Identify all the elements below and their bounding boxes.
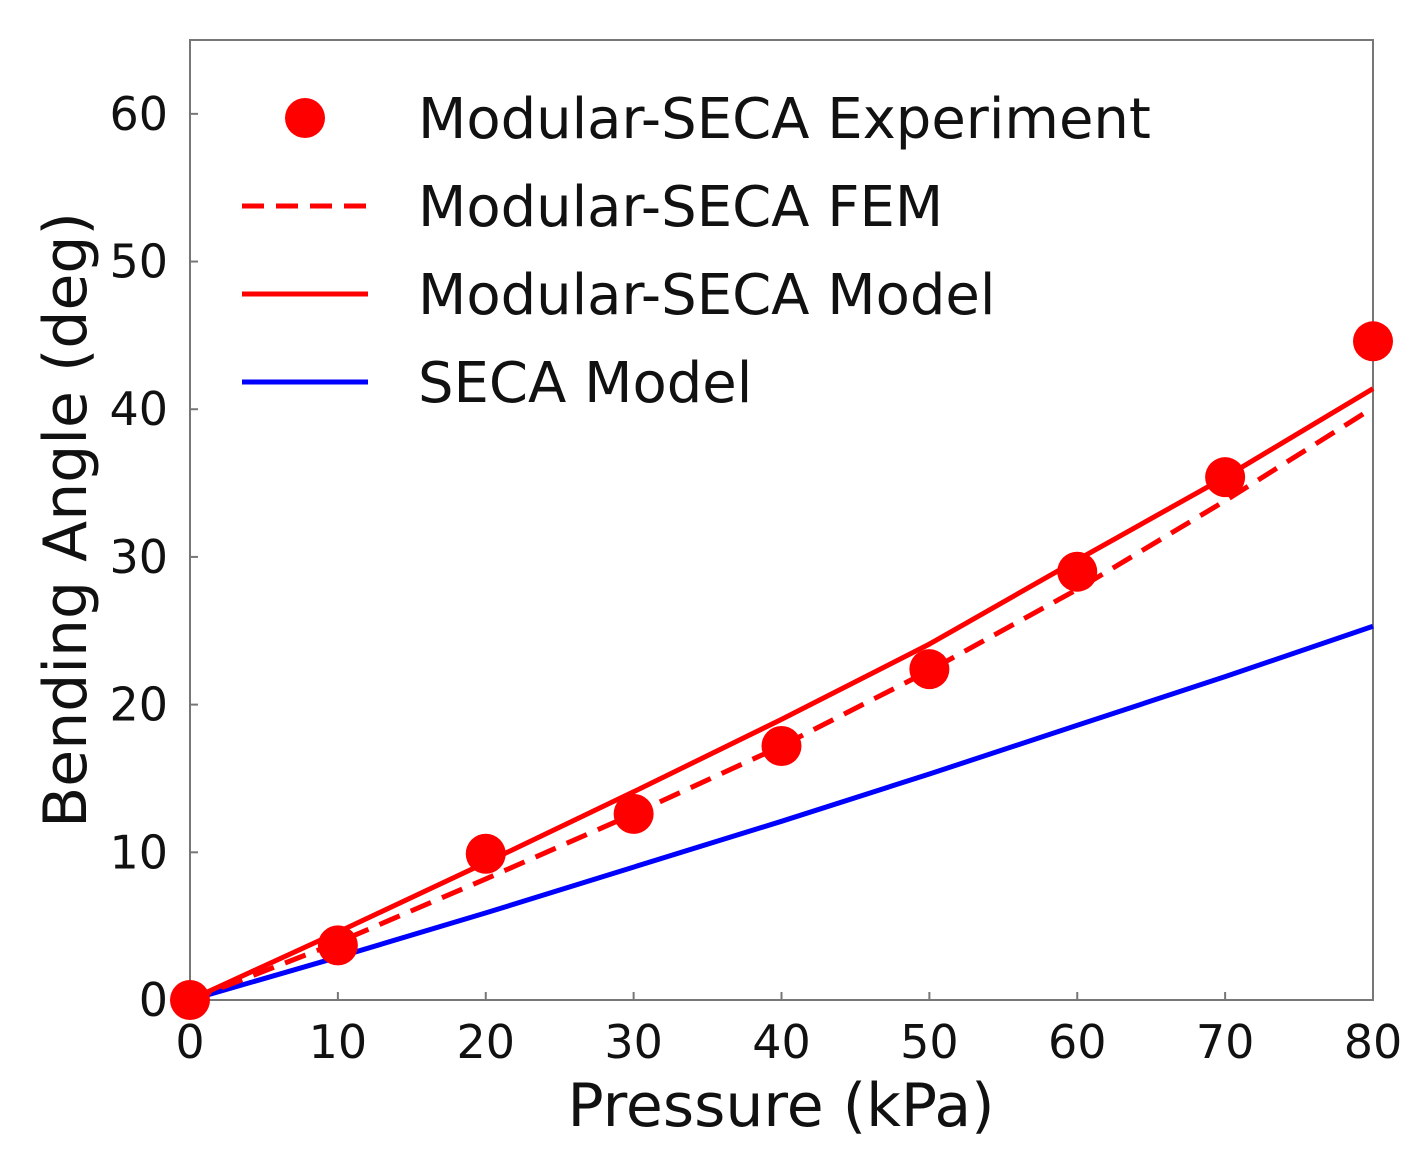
legend-label: Modular-SECA Model [418,263,995,328]
series-layer [170,321,1393,1020]
legend-label: Modular-SECA Experiment [418,87,1151,152]
experiment-point [1057,551,1098,592]
x-tick-label: 60 [1048,1015,1107,1069]
experiment-point [909,649,950,690]
legend-label: SECA Model [418,351,752,416]
experiment-point [1353,321,1393,362]
y-tick-label: 40 [109,382,168,436]
y-tick-label: 20 [109,678,168,732]
x-tick-label: 40 [752,1015,811,1069]
x-tick-label: 70 [1196,1015,1255,1069]
y-axis-title: Bending Angle (deg) [31,212,101,828]
seca-model-line [189,623,1374,1003]
experiment-point [761,725,802,766]
x-tick-label: 10 [309,1015,368,1069]
x-axis-title: Pressure (kPa) [567,1071,994,1141]
y-tick-label: 10 [109,825,168,879]
y-tick-label: 30 [109,530,168,584]
experiment-point [465,833,506,874]
x-tick-label: 80 [1344,1015,1403,1069]
x-tick-label: 20 [456,1015,515,1069]
x-tick-label: 50 [900,1015,959,1069]
experiment-point [317,925,358,966]
experiment-point [1205,457,1246,498]
legend-label: Modular-SECA FEM [418,175,943,240]
experiment-point [613,793,654,834]
modular-seca-model-line [188,386,1375,1003]
y-tick-label: 0 [139,973,168,1027]
x-axis-ticks: 0 10 20 30 40 50 60 70 80 [175,992,1402,1069]
x-tick-label: 0 [175,1015,204,1069]
x-tick-label: 30 [604,1015,663,1069]
experiment-point [170,980,210,1020]
y-axis-ticks: 0 10 20 30 40 50 60 [109,87,198,1027]
y-tick-label: 60 [109,87,168,141]
y-tick-label: 50 [109,235,168,289]
legend-marker-experiment [285,98,325,138]
fem-line [189,405,1375,1003]
legend: Modular-SECA Experiment Modular-SECA FEM M… [242,87,1151,416]
